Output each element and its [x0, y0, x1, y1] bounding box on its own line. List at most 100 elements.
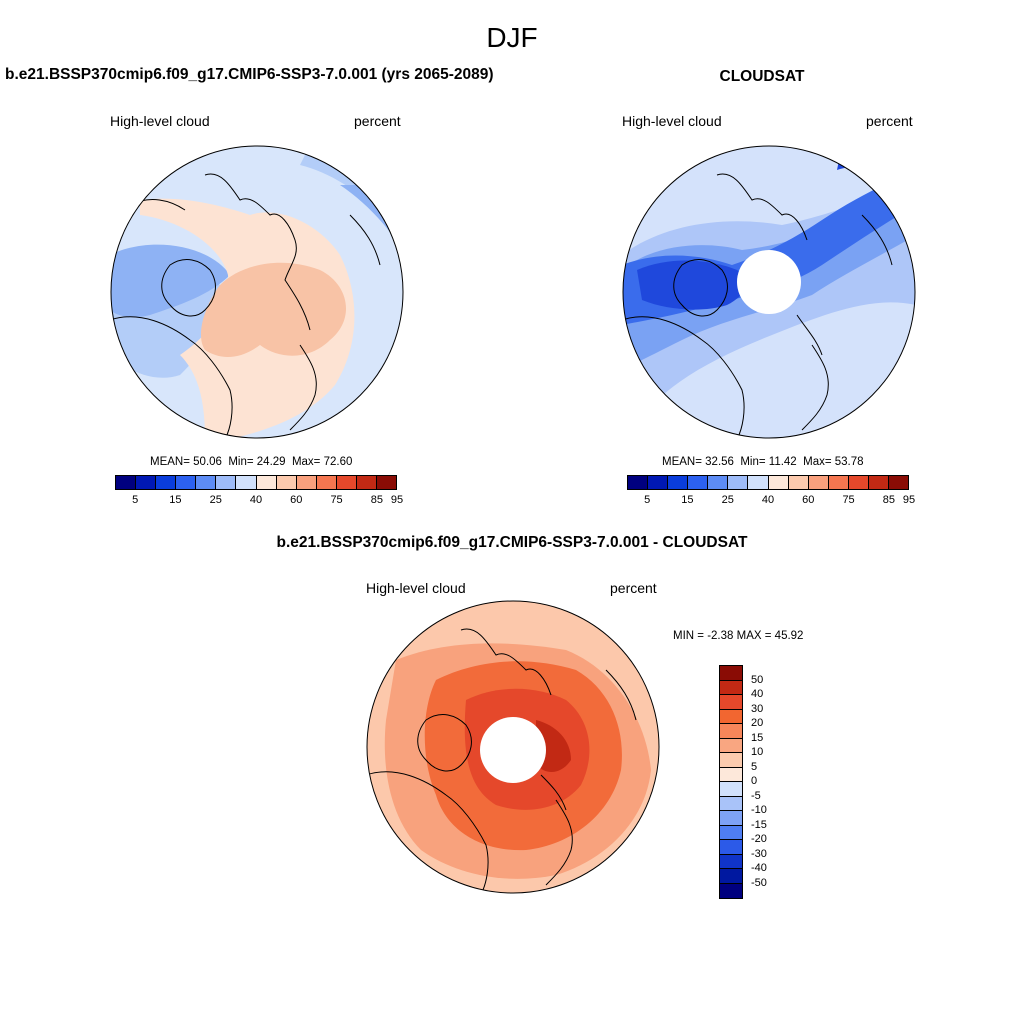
model-max-label: Max= — [291, 456, 321, 468]
colorbar-swatch — [768, 476, 789, 489]
obs-min-value: 11.42 — [768, 456, 797, 468]
colorbar-swatch — [748, 476, 769, 489]
obs-field-dark-blue-core — [637, 260, 746, 310]
colorbar-tick-label: 40 — [761, 494, 775, 506]
obs-mean-value: 32.56 — [705, 456, 734, 468]
colorbar-swatch — [688, 476, 709, 489]
obs-coastlines — [623, 173, 893, 438]
obs-max-label: Max= — [803, 456, 832, 468]
colorbar-swatch — [336, 476, 357, 489]
diff-max-label: MAX = — [736, 630, 772, 642]
obs-map-border — [622, 145, 916, 439]
colorbar-tick-label: -20 — [751, 833, 767, 845]
colorbar-tick-label: 20 — [751, 717, 764, 729]
obs-panel-title: CLOUDSAT — [719, 68, 805, 85]
colorbar-swatch — [356, 476, 378, 489]
colorbar-swatch — [720, 767, 742, 782]
colorbar-swatch — [668, 476, 689, 489]
colorbar-tick-label: 15 — [681, 494, 694, 506]
colorbar-tick-label: -5 — [751, 789, 761, 802]
colorbar-swatch — [889, 476, 909, 489]
diff-map-border — [366, 600, 660, 894]
diff-min-label: MIN = — [673, 630, 704, 642]
colorbar-tick-label: 40 — [249, 494, 263, 506]
colorbar-tick-label: 75 — [842, 494, 855, 506]
colorbar-swatch — [720, 666, 742, 681]
colorbar-tick-label: 60 — [802, 494, 815, 506]
diff-variable-label: High-level cloud — [366, 580, 466, 596]
colorbar-swatch — [316, 476, 337, 489]
obs-max-value: 53.78 — [834, 456, 864, 468]
colorbar-tick-label: 5 — [751, 760, 758, 773]
colorbar-swatch — [720, 738, 742, 753]
colorbar-swatch — [720, 825, 742, 840]
obs-polar-map — [622, 145, 916, 439]
obs-mean-label: MEAN= — [662, 456, 702, 468]
colorbar-tick-label: -10 — [751, 804, 767, 816]
model-mean-label: MEAN= — [150, 456, 190, 468]
colorbar-swatch — [176, 476, 197, 489]
colorbar-tick-label: -50 — [751, 876, 767, 889]
colorbar-tick-label: 15 — [169, 494, 182, 506]
colorbar-tick-label: 15 — [751, 731, 764, 744]
colorbar-swatch — [728, 476, 749, 489]
colorbar-swatch — [720, 811, 742, 826]
colorbar-swatch — [116, 476, 137, 489]
colorbar-swatch — [720, 709, 742, 724]
colorbar-tick-label: 0 — [751, 775, 758, 787]
colorbar-swatch — [196, 476, 217, 489]
colorbar-tick-label: 25 — [209, 494, 222, 506]
colorbar-swatch — [216, 476, 237, 489]
figure-title: DJF — [486, 22, 538, 53]
colorbar-swatch — [848, 476, 869, 489]
colorbar-swatch — [720, 782, 742, 797]
colorbar-swatch — [708, 476, 729, 489]
colorbar-swatch — [788, 476, 809, 489]
colorbar-tick-label: 75 — [330, 494, 343, 506]
colorbar-tick-label: 95 — [902, 494, 916, 506]
colorbar-swatch — [156, 476, 177, 489]
colorbar-swatch — [236, 476, 257, 489]
colorbar-tick-label: -30 — [751, 847, 767, 860]
model-min-value: 24.29 — [256, 456, 286, 468]
model-polar-map — [110, 145, 404, 439]
colorbar-swatch — [720, 796, 742, 811]
obs-min-label: Min= — [740, 456, 766, 468]
colorbar-tick-label: 5 — [132, 494, 139, 506]
diff-units-label: percent — [610, 580, 657, 596]
obs-units-label: percent — [866, 113, 913, 129]
colorbar-tick-label: 30 — [751, 702, 764, 715]
colorbar-swatch — [276, 476, 297, 489]
model-field-warm-core — [200, 262, 347, 357]
diff-max-value: 45.92 — [774, 630, 804, 642]
diff-panel-title: b.e21.BSSP370cmip6.f09_g17.CMIP6-SSP3-7.… — [276, 534, 748, 551]
colorbar-swatch — [296, 476, 317, 489]
obs-colorbar — [627, 475, 909, 490]
model-map-border — [110, 145, 404, 439]
colorbar-swatch — [648, 476, 669, 489]
colorbar-swatch — [377, 476, 397, 489]
model-coastlines — [111, 173, 381, 438]
colorbar-swatch — [720, 724, 742, 739]
model-max-value: 72.60 — [323, 456, 353, 468]
model-variable-label: High-level cloud — [110, 113, 210, 129]
diff-polar-map — [366, 600, 660, 894]
colorbar-swatch — [720, 840, 742, 855]
colorbar-swatch — [256, 476, 277, 489]
colorbar-swatch — [868, 476, 890, 489]
colorbar-tick-label: 95 — [390, 494, 404, 506]
diff-min-value: -2.38 — [707, 630, 734, 642]
colorbar-swatch — [720, 753, 742, 768]
diff-colorbar — [719, 665, 743, 899]
colorbar-swatch — [720, 883, 742, 898]
colorbar-tick-label: 5 — [644, 494, 651, 506]
model-colorbar — [115, 475, 397, 490]
model-mean-value: 50.06 — [193, 456, 222, 468]
colorbar-swatch — [628, 476, 649, 489]
obs-stats: MEAN= 32.56 Min= 11.42 Max= 53.78 — [662, 456, 864, 468]
model-min-label: Min= — [228, 456, 254, 468]
colorbar-tick-label: 85 — [370, 494, 383, 506]
colorbar-tick-label: -40 — [751, 862, 767, 874]
colorbar-swatch — [720, 854, 742, 869]
colorbar-swatch — [720, 869, 742, 884]
